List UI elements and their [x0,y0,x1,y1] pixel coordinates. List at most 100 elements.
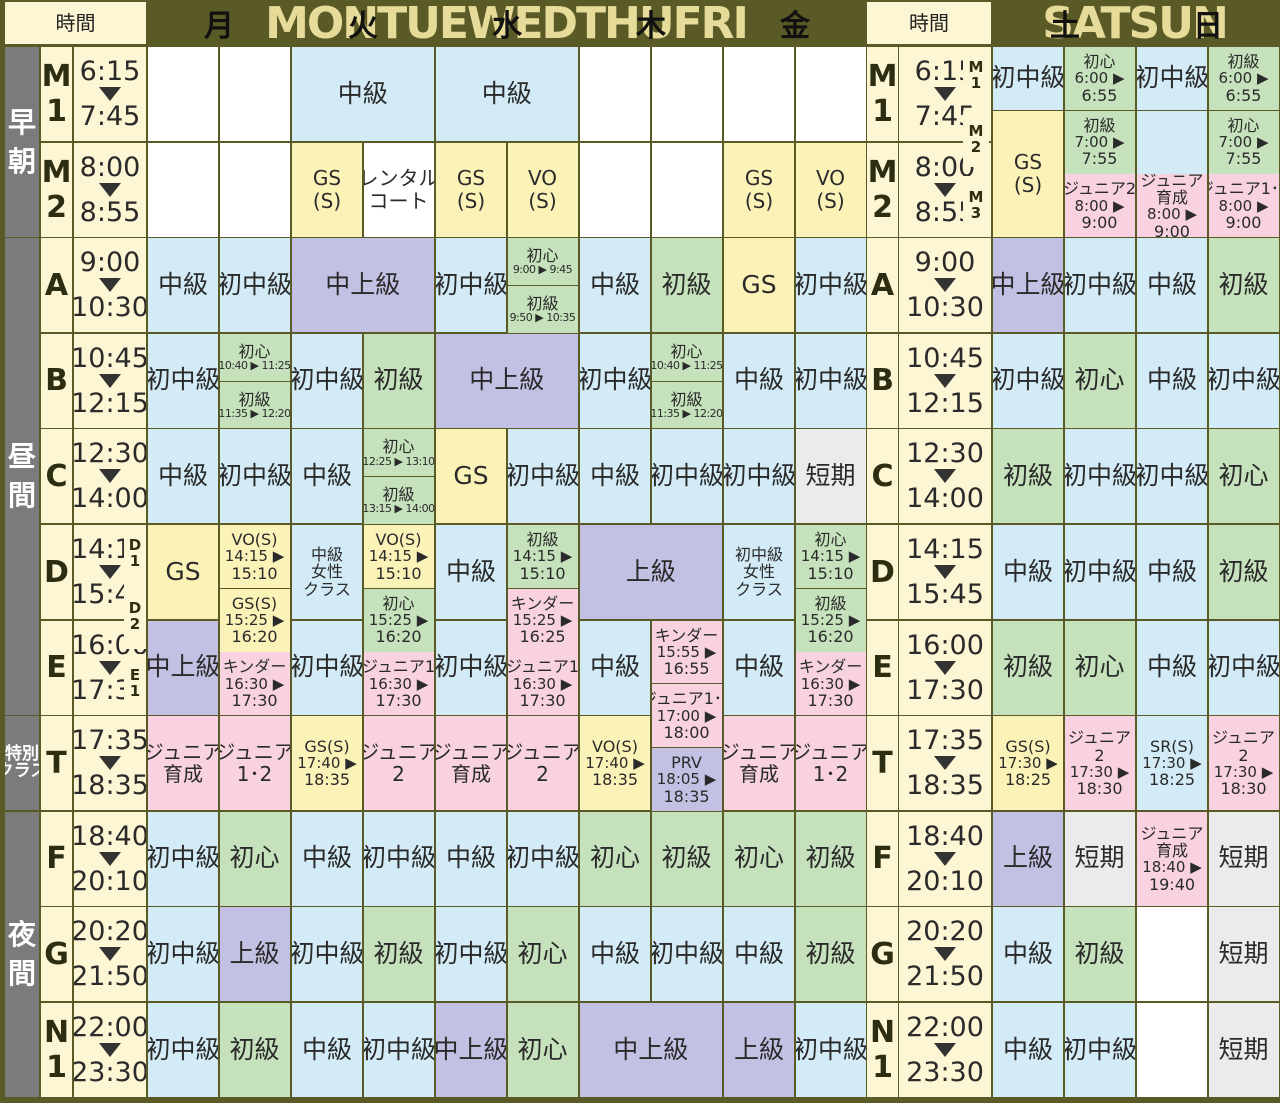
class-cell[interactable]: SR(S) 17:30 ▶ 18:25 [1137,716,1207,811]
class-cell[interactable]: 中上級 [993,238,1063,333]
class-cell[interactable]: 初心 10:40 ▶ 11:25 [651,333,722,381]
class-cell[interactable]: ジュニア1 16:30 ▶ 17:30 [507,652,578,716]
class-cell[interactable]: 初中級 [1137,429,1207,524]
class-cell[interactable]: 中上級 [436,1003,506,1098]
class-cell[interactable]: GS (S) [724,142,794,237]
class-cell[interactable] [580,47,650,142]
class-cell[interactable]: 初級 15:25 ▶ 16:20 [795,588,866,652]
class-cell[interactable]: 中級 [993,1003,1063,1098]
class-cell[interactable]: 初心 [507,1003,578,1098]
class-cell[interactable]: 初心 12:25 ▶ 13:10 [363,429,434,477]
class-cell[interactable]: 初中級 [795,333,866,428]
class-cell[interactable] [148,47,218,142]
class-cell[interactable]: 初中級 [292,907,362,1002]
class-cell[interactable]: 中級 [724,907,794,1002]
class-cell[interactable]: 初級 11:35 ▶ 12:20 [651,381,722,429]
class-cell[interactable]: 初中級 [1064,525,1135,620]
class-cell[interactable]: 初中級 [580,333,650,428]
class-cell[interactable]: 初中級 [363,811,434,906]
class-cell[interactable]: 初心 [1064,620,1135,715]
class-cell[interactable]: 上級 [993,811,1063,906]
class-cell[interactable]: 初中級 [219,238,290,333]
class-cell[interactable]: ジュニア 1･2 [795,716,866,811]
class-cell[interactable]: 初級 [651,238,722,333]
class-cell[interactable]: ジュニア 2 17:30 ▶ 18:30 [1064,716,1135,811]
class-cell[interactable] [1137,907,1207,1002]
class-cell[interactable]: VO(S) 14:15 ▶ 15:10 [219,525,290,588]
class-cell[interactable]: ジュニア 育成 18:40 ▶ 19:40 [1137,811,1207,906]
class-cell[interactable]: 初級 11:35 ▶ 12:20 [219,381,290,429]
class-cell[interactable]: 初中級 [724,429,794,524]
class-cell[interactable]: 中級 [292,811,362,906]
class-cell[interactable]: 中級 [580,620,650,715]
class-cell[interactable]: 初心 10:40 ▶ 11:25 [219,333,290,381]
class-cell[interactable]: 短期 [1208,811,1279,906]
class-cell[interactable]: 中上級 [148,620,218,715]
class-cell[interactable]: 中級 女性 クラス [292,525,362,620]
class-cell[interactable]: 初級 [993,429,1063,524]
class-cell[interactable]: 上級 [724,1003,794,1098]
class-cell[interactable]: 短期 [1064,811,1135,906]
class-cell[interactable]: 初級 6:00 ▶ 6:55 [1208,47,1279,110]
class-cell[interactable]: 中級 [580,429,650,524]
class-cell[interactable]: VO(S) 14:15 ▶ 15:10 [363,525,434,588]
class-cell[interactable]: 中級 [580,238,650,333]
class-cell[interactable]: キンダー 16:30 ▶ 17:30 [219,652,290,716]
class-cell[interactable]: 初級 [795,907,866,1002]
class-cell[interactable]: 初中級 [507,429,578,524]
class-cell[interactable]: 初中級 [148,333,218,428]
class-cell[interactable]: 初中級 女性 クラス [724,525,794,620]
class-cell[interactable] [148,142,218,237]
class-cell[interactable]: 初中級 [436,907,506,1002]
class-cell[interactable]: キンダー 15:25 ▶ 16:25 [507,588,578,652]
class-cell[interactable]: 初級 [363,907,434,1002]
class-cell[interactable]: 初級 7:00 ▶ 7:55 [1064,110,1135,174]
class-cell[interactable]: ジュニア 1･2 [219,716,290,811]
class-cell[interactable]: 初級 [795,811,866,906]
class-cell[interactable]: ジュニア 育成 [436,716,506,811]
class-cell[interactable]: GS (S) [292,142,362,237]
class-cell[interactable]: 初心 [219,811,290,906]
class-cell[interactable]: 中級 [436,47,578,142]
class-cell[interactable] [1137,110,1207,174]
class-cell[interactable]: キンダー 15:55 ▶ 16:55 [651,620,722,684]
class-cell[interactable]: 初心 [507,907,578,1002]
class-cell[interactable]: GS [148,525,218,620]
class-cell[interactable] [219,47,290,142]
class-cell[interactable]: 中級 [148,238,218,333]
class-cell[interactable]: 初級 [1208,238,1279,333]
class-cell[interactable]: ジュニア1･217:00 ▶18:00 [651,684,722,748]
class-cell[interactable]: 初中級 [148,1003,218,1098]
class-cell[interactable] [651,142,722,237]
class-cell[interactable]: 初級 14:15 ▶ 15:10 [507,525,578,588]
class-cell[interactable] [724,47,794,142]
class-cell[interactable]: 中級 [1137,238,1207,333]
class-cell[interactable]: 初中級 [651,429,722,524]
class-cell[interactable]: ジュニア 育成 [724,716,794,811]
class-cell[interactable]: 初中級 [436,238,506,333]
class-cell[interactable]: 初中級 [148,907,218,1002]
class-cell[interactable]: レンタル コート [363,142,434,237]
class-cell[interactable]: 初中級 [993,47,1063,110]
class-cell[interactable]: 初中級 [363,1003,434,1098]
class-cell[interactable]: 初中級 [651,907,722,1002]
class-cell[interactable]: VO(S) 17:40 ▶ 18:35 [580,716,650,811]
class-cell[interactable]: 初級 [651,811,722,906]
class-cell[interactable]: 初心 [580,811,650,906]
class-cell[interactable]: 上級 [580,525,722,620]
class-cell[interactable]: 初中級 [436,620,506,715]
class-cell[interactable]: 初心 7:00 ▶ 7:55 [1208,110,1279,174]
class-cell[interactable]: 初心 14:15 ▶ 15:10 [795,525,866,588]
class-cell[interactable]: 初級 9:50 ▶ 10:35 [507,286,578,333]
class-cell[interactable]: GS [724,238,794,333]
class-cell[interactable]: 初心 [1208,429,1279,524]
class-cell[interactable]: 初級 [1064,907,1135,1002]
class-cell[interactable]: 中級 [292,429,362,524]
class-cell[interactable]: 初心 15:25 ▶ 16:20 [363,588,434,652]
class-cell[interactable]: 短期 [1208,1003,1279,1098]
class-cell[interactable] [651,47,722,142]
class-cell[interactable]: PRV 18:05 ▶ 18:35 [651,748,722,811]
class-cell[interactable]: GS (S) [436,142,506,237]
class-cell[interactable]: 初級 13:15 ▶ 14:00 [363,477,434,525]
class-cell[interactable]: 短期 [1208,907,1279,1002]
